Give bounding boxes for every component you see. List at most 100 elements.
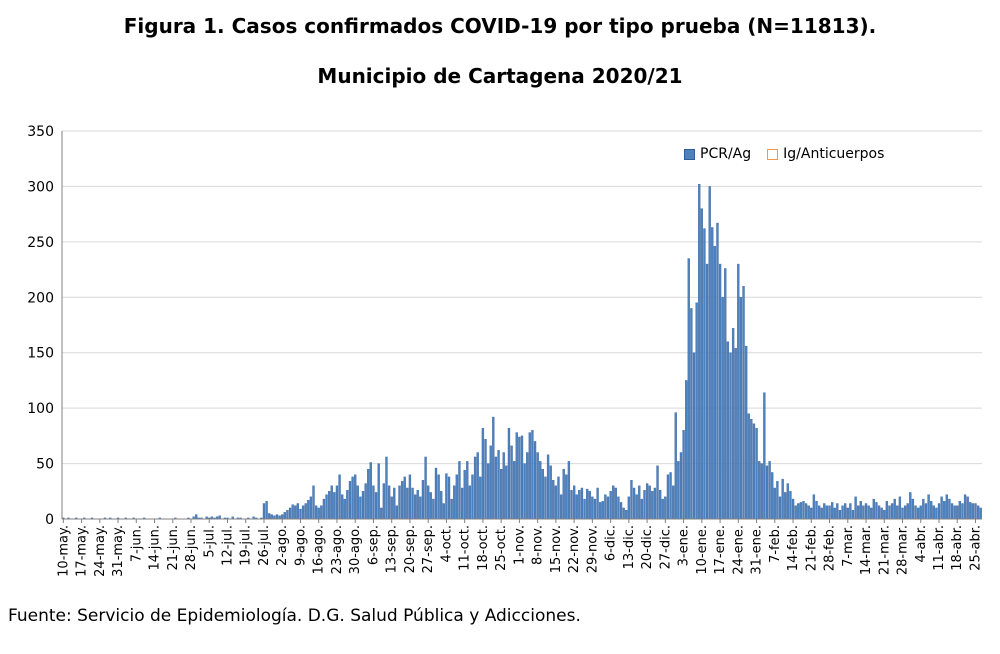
bar-pcr: [930, 501, 933, 520]
bar-pcr: [857, 505, 860, 520]
bar-pcr: [484, 439, 487, 520]
x-tick-label: 11-oct.: [458, 525, 473, 571]
bar-pcr: [468, 485, 472, 520]
bar-pcr: [958, 501, 962, 520]
source-note: Fuente: Servicio de Epidemiología. D.G. …: [8, 606, 581, 626]
bar-pcr: [554, 485, 558, 520]
bar-pcr: [580, 487, 584, 520]
bar-pcr: [862, 505, 865, 520]
bar-pcr: [658, 490, 662, 520]
x-tick-label: 18-abr.: [950, 525, 965, 571]
bar-pcr: [820, 507, 823, 520]
bar-pcr: [747, 413, 750, 520]
bar-pcr: [971, 503, 975, 520]
bar-pcr: [586, 488, 589, 520]
x-tick-label: 18-oct.: [476, 525, 491, 571]
x-tick-label: 28-mar.: [896, 525, 911, 575]
bar-pcr: [486, 463, 490, 520]
x-tick-label: 14-feb.: [786, 525, 801, 571]
bar-pcr: [533, 441, 537, 520]
bar-pcr: [499, 468, 503, 520]
bar-pcr: [630, 480, 633, 520]
bar-pcr: [823, 503, 826, 520]
bar-pcr: [351, 476, 354, 520]
bar-pcr: [974, 503, 977, 520]
bar-pcr: [374, 492, 378, 520]
bar-pcr: [406, 487, 409, 520]
bar-pcr: [922, 498, 925, 520]
legend-item-ig: Ig/Anticuerpos: [767, 146, 884, 162]
bar-pcr: [442, 503, 445, 520]
bar-pcr: [619, 502, 623, 520]
bar-pcr: [890, 503, 894, 520]
bar-pcr: [810, 507, 813, 520]
bar-pcr: [413, 494, 417, 520]
bar-pcr: [854, 496, 857, 520]
bar-pcr: [591, 496, 594, 520]
bar-pcr: [716, 222, 719, 520]
bar-pcr: [695, 302, 698, 520]
y-tick-label: 250: [27, 235, 54, 251]
bar-pcr: [825, 505, 829, 520]
bar-pcr: [627, 496, 631, 520]
bar-pcr: [471, 474, 474, 520]
bar-pcr: [802, 501, 805, 520]
bar-pcr: [799, 502, 803, 520]
bar-pcr: [382, 483, 386, 520]
bar-pcr: [549, 465, 552, 520]
bar-pcr: [797, 503, 800, 520]
bar-pcr: [768, 461, 771, 520]
bar-pcr: [682, 430, 685, 520]
bar-pcr: [557, 476, 560, 520]
bar-pcr: [539, 461, 542, 520]
x-tick-label: 21-jun.: [166, 525, 181, 570]
bar-pcr: [317, 507, 320, 520]
bar-pcr: [281, 514, 284, 520]
bar-pcr: [390, 496, 393, 520]
bar-pcr: [531, 430, 534, 520]
x-tick-label: 28-jun.: [184, 525, 199, 570]
bar-pcr: [851, 509, 855, 520]
bar-pcr: [708, 186, 711, 520]
bar-pcr: [638, 485, 641, 520]
bar-pcr: [872, 498, 875, 520]
bar-pcr: [421, 480, 425, 520]
bar-pcr: [325, 494, 328, 520]
bar-pcr: [494, 456, 498, 520]
bar-pcr: [677, 461, 680, 520]
y-tick-label: 350: [27, 124, 54, 140]
x-tick-label: 2-ago.: [275, 525, 290, 566]
bar-pcr: [601, 501, 604, 520]
bar-pcr: [489, 445, 492, 520]
bar-pcr: [653, 487, 657, 520]
bar-pcr: [513, 461, 516, 520]
bar-pcr: [411, 487, 414, 520]
bar-pcr: [864, 503, 868, 520]
bar-pcr: [447, 476, 451, 520]
bar-pcr: [338, 474, 341, 520]
bar-pcr: [622, 507, 625, 520]
bar-pcr: [502, 452, 505, 520]
bar-pcr: [617, 496, 620, 520]
x-tick-label: 1-nov.: [512, 525, 527, 565]
bar-pcr: [327, 491, 331, 520]
bar-pcr: [666, 474, 670, 520]
bar-pcr: [713, 246, 717, 520]
x-tick-label: 25-oct.: [494, 525, 509, 571]
bar-pcr: [906, 503, 909, 520]
bar-pcr: [476, 452, 479, 520]
x-tick-label: 30-ago.: [348, 525, 363, 574]
bar-pcr: [387, 485, 391, 520]
bar-pcr: [893, 498, 896, 520]
bar-pcr: [536, 452, 539, 520]
bar-pcr: [593, 498, 597, 520]
x-tick-label: 28-feb.: [823, 525, 838, 571]
bar-pcr: [877, 505, 881, 520]
bar-pcr: [625, 509, 628, 520]
bar-pcr: [739, 297, 743, 520]
bar-pcr: [935, 507, 938, 520]
bar-pcr: [830, 502, 834, 520]
bar-pcr: [664, 496, 667, 520]
bar-pcr: [903, 505, 907, 520]
bar-pcr: [812, 494, 816, 520]
